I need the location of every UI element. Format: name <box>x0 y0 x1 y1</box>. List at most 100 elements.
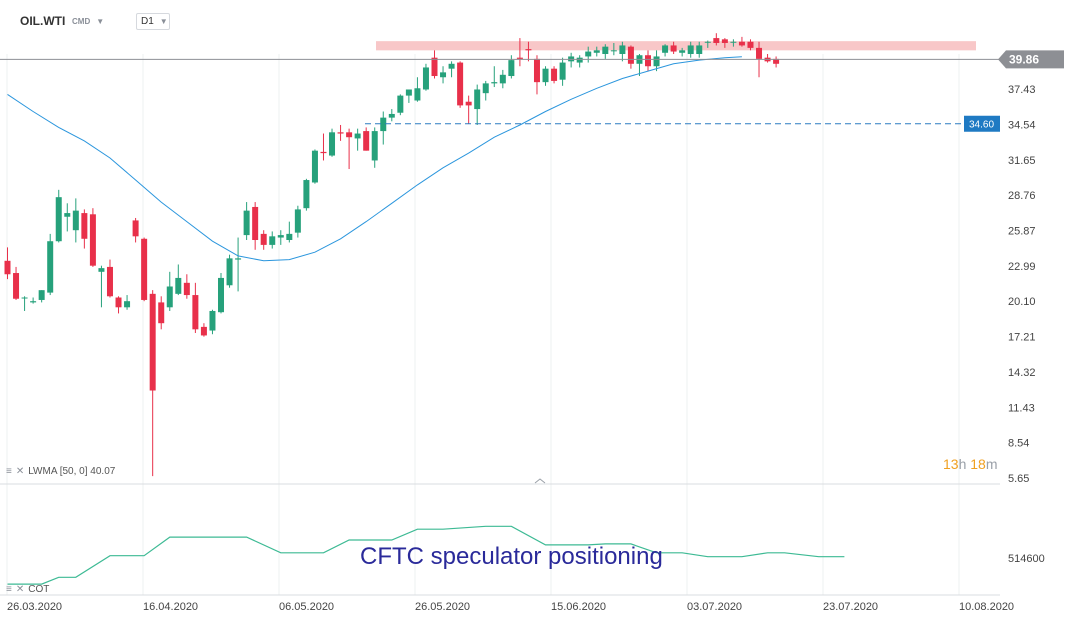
x-tick-label: 06.05.2020 <box>279 601 334 613</box>
candle-body <box>252 206 259 240</box>
candle-body <box>158 302 165 324</box>
candle-body <box>730 41 737 43</box>
candle-body <box>482 83 489 94</box>
candle-body <box>303 180 310 209</box>
candle-body <box>499 74 506 84</box>
candle-body <box>141 238 148 300</box>
candle-body <box>132 220 139 237</box>
lwma-label-text: LWMA [50, 0] 40.07 <box>28 466 116 477</box>
candle-body <box>346 132 353 138</box>
lwma-indicator-label[interactable]: ≡ ✕ LWMA [50, 0] 40.07 <box>6 466 115 477</box>
candle-body <box>243 210 250 236</box>
candle-body <box>226 258 233 286</box>
last-price-tag-shape <box>998 50 1064 69</box>
y-tick-label: 31.65 <box>1008 155 1036 167</box>
candle-body <box>696 45 703 54</box>
y-tick-label: 11.43 <box>1008 402 1035 414</box>
candle-body <box>269 236 276 245</box>
candle-body <box>653 56 660 67</box>
candle-body <box>687 45 694 54</box>
candle-body <box>320 151 327 154</box>
candle-body <box>311 150 318 183</box>
exchange-label: CMD <box>72 16 91 26</box>
y-tick-label: 34.54 <box>1008 119 1036 131</box>
candle-body <box>576 57 583 63</box>
cot-line <box>7 525 845 585</box>
candle-body <box>508 60 515 77</box>
x-tick-label: 03.07.2020 <box>687 601 742 613</box>
candle-body <box>371 131 378 161</box>
close-icon[interactable]: ✕ <box>15 584 25 595</box>
candle-body <box>166 286 173 308</box>
last-price-label: 39.86 <box>1009 52 1039 66</box>
candle-body <box>422 67 429 90</box>
exchange-selector[interactable]: CMD ▼ <box>72 12 104 30</box>
candle-body <box>183 282 190 296</box>
last-price-tag: 39.86 <box>998 50 1064 69</box>
candle-body <box>200 326 207 336</box>
indicator-settings-icon[interactable]: ≡ <box>6 584 12 595</box>
candle-body <box>388 113 395 118</box>
candle-countdown: 13h 18m <box>943 456 998 472</box>
candle-body <box>106 266 113 297</box>
support-label: 34.60 <box>969 120 994 131</box>
candle-body <box>431 57 438 77</box>
candle-body <box>329 132 336 156</box>
y-tick-label: 8.54 <box>1008 438 1029 450</box>
y-tick-label: 22.99 <box>1008 261 1036 273</box>
candle-body <box>516 57 523 59</box>
candle-body <box>21 297 28 299</box>
candle-body <box>465 101 472 106</box>
pane-resize-handle[interactable] <box>534 478 546 484</box>
candle-body <box>645 55 651 67</box>
cot-indicator-label[interactable]: ≡ ✕ COT <box>6 584 49 595</box>
candle-body <box>619 45 626 54</box>
x-axis: 26.03.2020 16.04.2020 06.05.2020 26.05.2020… <box>7 601 1014 613</box>
y-tick-label: 5.65 <box>1008 473 1029 485</box>
timeframe-selector[interactable]: D1 ▼ <box>136 13 170 30</box>
candle-body <box>192 295 199 330</box>
x-tick-label: 10.08.2020 <box>959 601 1014 613</box>
x-tick-label: 15.06.2020 <box>551 601 606 613</box>
caret-down-icon: ▼ <box>96 16 105 26</box>
candle-body <box>559 62 566 80</box>
candle-body <box>627 46 634 64</box>
candles <box>4 33 780 477</box>
support-tag: 34.60 <box>964 115 1000 132</box>
caret-down-icon: ▼ <box>159 17 168 26</box>
candle-body <box>585 51 592 57</box>
candle-body <box>55 197 62 242</box>
candle-body <box>30 301 37 303</box>
y-tick-label: 25.87 <box>1008 226 1036 238</box>
candle-body <box>448 63 455 69</box>
candle-body <box>551 68 558 81</box>
x-tick-label: 26.03.2020 <box>7 601 62 613</box>
candle-body <box>525 49 532 51</box>
timeframe-label: D1 <box>141 16 154 27</box>
close-icon[interactable]: ✕ <box>15 466 25 477</box>
chart-annotation: CFTC speculator positioning <box>360 543 663 570</box>
candle-body <box>713 38 720 43</box>
candle-body <box>602 46 609 54</box>
support-tag-box <box>964 115 1000 132</box>
candle-body <box>593 50 600 53</box>
candle-body <box>47 241 54 293</box>
symbol-name[interactable]: OIL.WTI <box>20 14 66 28</box>
candle-body <box>747 41 754 48</box>
candle-body <box>64 213 71 217</box>
y-tick-label: 28.76 <box>1008 190 1036 202</box>
y-tick-label: 37.43 <box>1008 84 1036 96</box>
candle-body <box>354 133 361 139</box>
x-tick-label: 26.05.2020 <box>415 601 470 613</box>
candle-body <box>756 47 763 59</box>
candle-body <box>98 268 105 272</box>
candle-body <box>260 233 267 245</box>
indicator-settings-icon[interactable]: ≡ <box>6 466 12 477</box>
candle-body <box>610 50 617 52</box>
candle-body <box>72 210 79 231</box>
candle-body <box>81 213 88 239</box>
candle-body <box>738 41 745 46</box>
candle-body <box>474 89 481 110</box>
y-tick-label: 20.10 <box>1008 296 1036 308</box>
